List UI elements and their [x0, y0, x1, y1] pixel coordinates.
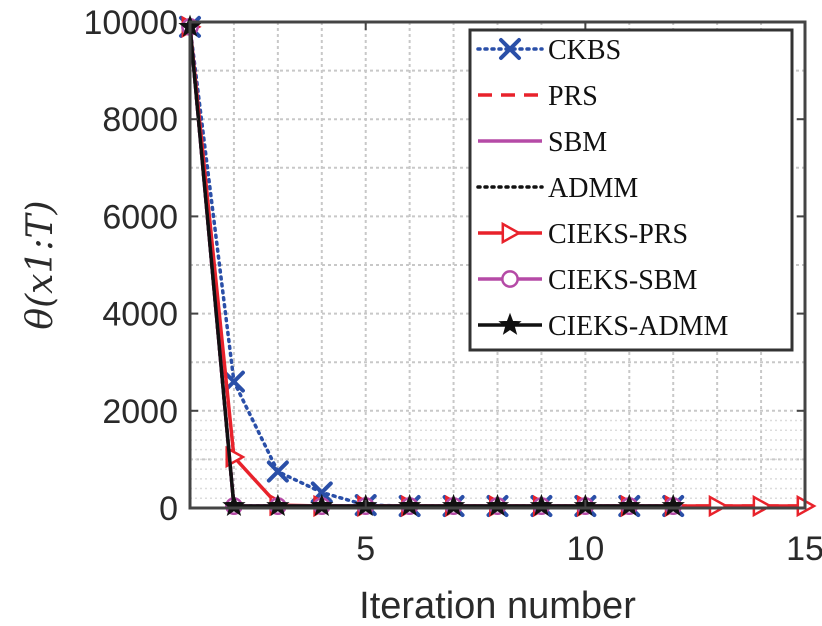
- y-tick-label: 2000: [102, 393, 178, 431]
- legend-label: CIEKS-ADMM: [548, 311, 729, 342]
- y-tick-label: 0: [159, 490, 178, 528]
- legend-label: CKBS: [548, 35, 621, 66]
- legend-label: ADMM: [548, 173, 638, 204]
- data-point: [529, 493, 554, 516]
- series-cieks-admm: [178, 14, 685, 516]
- y-tick-label: 8000: [102, 101, 178, 139]
- axis-ticks: 5 10 15 0 2000 4000 6000 8000 10000: [83, 4, 822, 568]
- y-tick-label: 10000: [83, 4, 178, 42]
- y-tick-label: 6000: [102, 198, 178, 236]
- series-line: [188, 26, 674, 508]
- legend-label: SBM: [548, 127, 607, 158]
- axes-box: [188, 20, 807, 510]
- legend-marker: [498, 312, 522, 335]
- legend-box: [468, 28, 794, 352]
- legend-label: CIEKS-PRS: [548, 219, 688, 250]
- x-tick-label: 15: [786, 530, 822, 568]
- legend-label: CIEKS-SBM: [548, 265, 697, 296]
- data-point: [310, 493, 334, 516]
- data-point: [397, 493, 422, 516]
- y-tick-label: 4000: [102, 296, 178, 334]
- data-point: [752, 494, 773, 518]
- data-point: [617, 493, 641, 516]
- data-point: [708, 494, 729, 518]
- legend-marker: [501, 221, 522, 245]
- data-point: [266, 460, 289, 483]
- data-point: [441, 493, 466, 516]
- legend-marker: [501, 270, 519, 288]
- data-point: [222, 493, 246, 516]
- x-tick-label: 10: [566, 530, 604, 568]
- data-point: [661, 493, 685, 516]
- x-axis-label: Iteration number: [359, 585, 636, 626]
- legend-label: PRS: [548, 81, 598, 112]
- x-tick-label: 5: [356, 530, 375, 568]
- data-point: [266, 493, 290, 516]
- data-point: [485, 493, 510, 516]
- series-layer: [178, 14, 817, 518]
- legend: CKBS PRS SBM ADMM CIEKS-PRS CIEKS-SBM CIEKS-AD…: [468, 28, 794, 352]
- y-axis-label: θ(x1:T): [20, 200, 61, 329]
- legend-marker: [499, 38, 521, 60]
